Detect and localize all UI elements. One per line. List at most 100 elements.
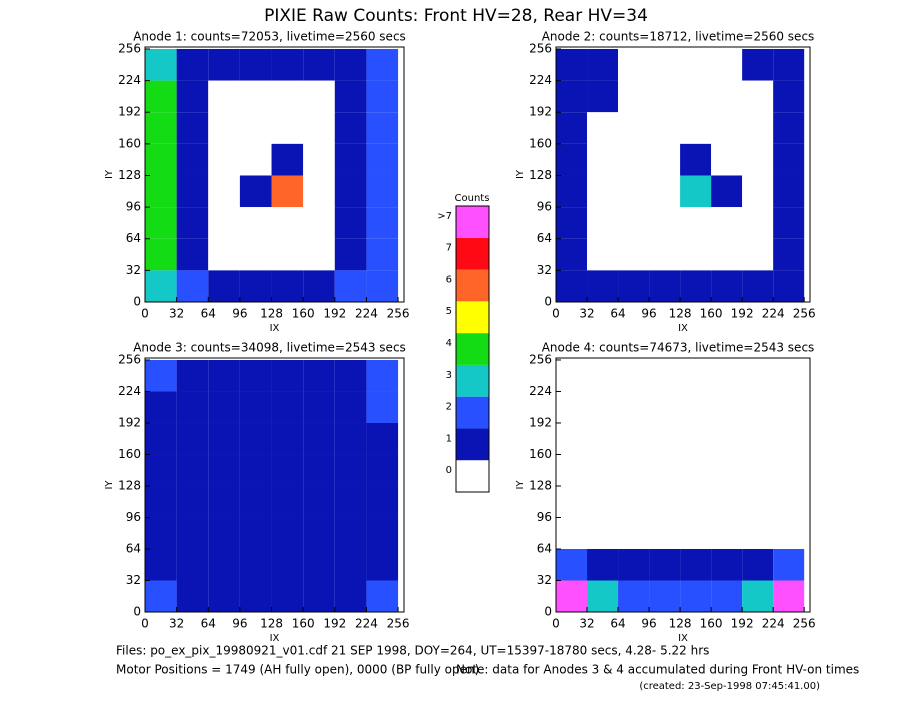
heat-cell [145,80,177,113]
heat-cell [649,143,681,176]
y-axis-label: IY [104,480,115,490]
x-tick-label: 0 [552,617,560,631]
heat-cell [334,454,367,486]
heat-cell [742,48,774,81]
y-tick-label: 64 [126,541,141,555]
heat-cell [773,48,805,81]
heat-cell [711,359,743,392]
footer-note: Note: data for Anodes 3 & 4 accumulated … [456,663,859,677]
heat-cell [366,270,399,302]
heat-cell [587,175,619,208]
heat-cell [334,391,367,423]
x-tick-label: 96 [641,617,656,631]
heat-cell [711,112,743,144]
heat-cell [649,359,681,392]
heat-cell [271,80,304,113]
heat-cell [303,207,335,239]
heat-cell [587,143,619,176]
x-tick-label: 160 [292,617,315,631]
colorbar-label: 7 [446,243,452,254]
y-tick-label: 64 [537,541,552,555]
heat-cell [649,207,681,239]
heat-cell [711,454,743,486]
heat-cell [618,517,650,549]
heat-cell [334,548,367,581]
x-tick-label: 32 [169,307,184,321]
x-tick-label: 64 [610,617,625,631]
heat-cell [366,207,399,239]
y-tick-label: 32 [537,573,552,587]
heat-cell [303,175,335,208]
heat-cell [618,485,650,518]
y-tick-label: 128 [529,478,552,492]
heat-cell [649,580,681,612]
heat-cell [239,391,272,423]
heat-cell [618,207,650,239]
heat-cell [239,143,272,176]
heat-cell [556,207,588,239]
heat-cell [680,48,712,81]
y-tick-label: 256 [529,352,552,366]
heat-cell [618,48,650,81]
heat-cell [334,359,367,392]
heat-cell [587,112,619,144]
heat-cell [742,112,774,144]
heat-cell [176,454,209,486]
heat-cell [239,80,272,113]
heat-cell [145,238,177,271]
heat-cell [176,112,209,144]
heat-cell [239,485,272,518]
heat-cell [239,359,272,392]
y-tick-label: 192 [118,105,141,119]
heat-cell [239,207,272,239]
heat-cell [145,112,177,144]
heat-cell [556,391,588,423]
heat-cell [334,80,367,113]
heat-cell [587,454,619,486]
heat-cell [618,143,650,176]
panel-title: Anode 1: counts=72053, livetime=2560 sec… [133,30,406,44]
heat-cell [618,80,650,113]
colorbar-label: 6 [446,274,452,285]
colorbar-swatch [456,301,489,334]
heat-cell [334,143,367,176]
heat-cell [271,548,304,581]
heat-cell [303,422,335,455]
heat-cell [334,580,367,612]
y-tick-label: 96 [126,200,141,214]
x-tick-label: 224 [762,617,785,631]
y-tick-label: 32 [126,573,141,587]
heat-cell [587,422,619,455]
heat-cell [680,175,712,208]
x-tick-label: 0 [141,307,149,321]
heat-cell [303,270,335,302]
heat-cell [145,48,177,81]
heat-cell [145,485,177,518]
heat-cell [618,580,650,612]
heat-cell [742,80,774,113]
heat-cell [773,80,805,113]
y-tick-label: 96 [126,510,141,524]
heat-cell [208,48,240,81]
heat-cell [271,112,304,144]
heat-cell [711,207,743,239]
heat-cell [649,175,681,208]
heat-cell [145,359,177,392]
heat-cell [556,48,588,81]
heat-cell [271,391,304,423]
heat-cell [176,485,209,518]
heat-cell [587,359,619,392]
heat-cell [773,270,805,302]
heat-cell [680,359,712,392]
heat-cell [176,359,209,392]
heat-cell [742,270,774,302]
heat-cell [239,48,272,81]
heat-cell [649,80,681,113]
heat-cell [176,143,209,176]
y-tick-label: 160 [529,136,552,150]
y-tick-label: 64 [126,231,141,245]
heat-cell [334,517,367,549]
heat-cell [742,207,774,239]
heat-cell [618,270,650,302]
page-title: PIXIE Raw Counts: Front HV=28, Rear HV=3… [264,6,648,26]
